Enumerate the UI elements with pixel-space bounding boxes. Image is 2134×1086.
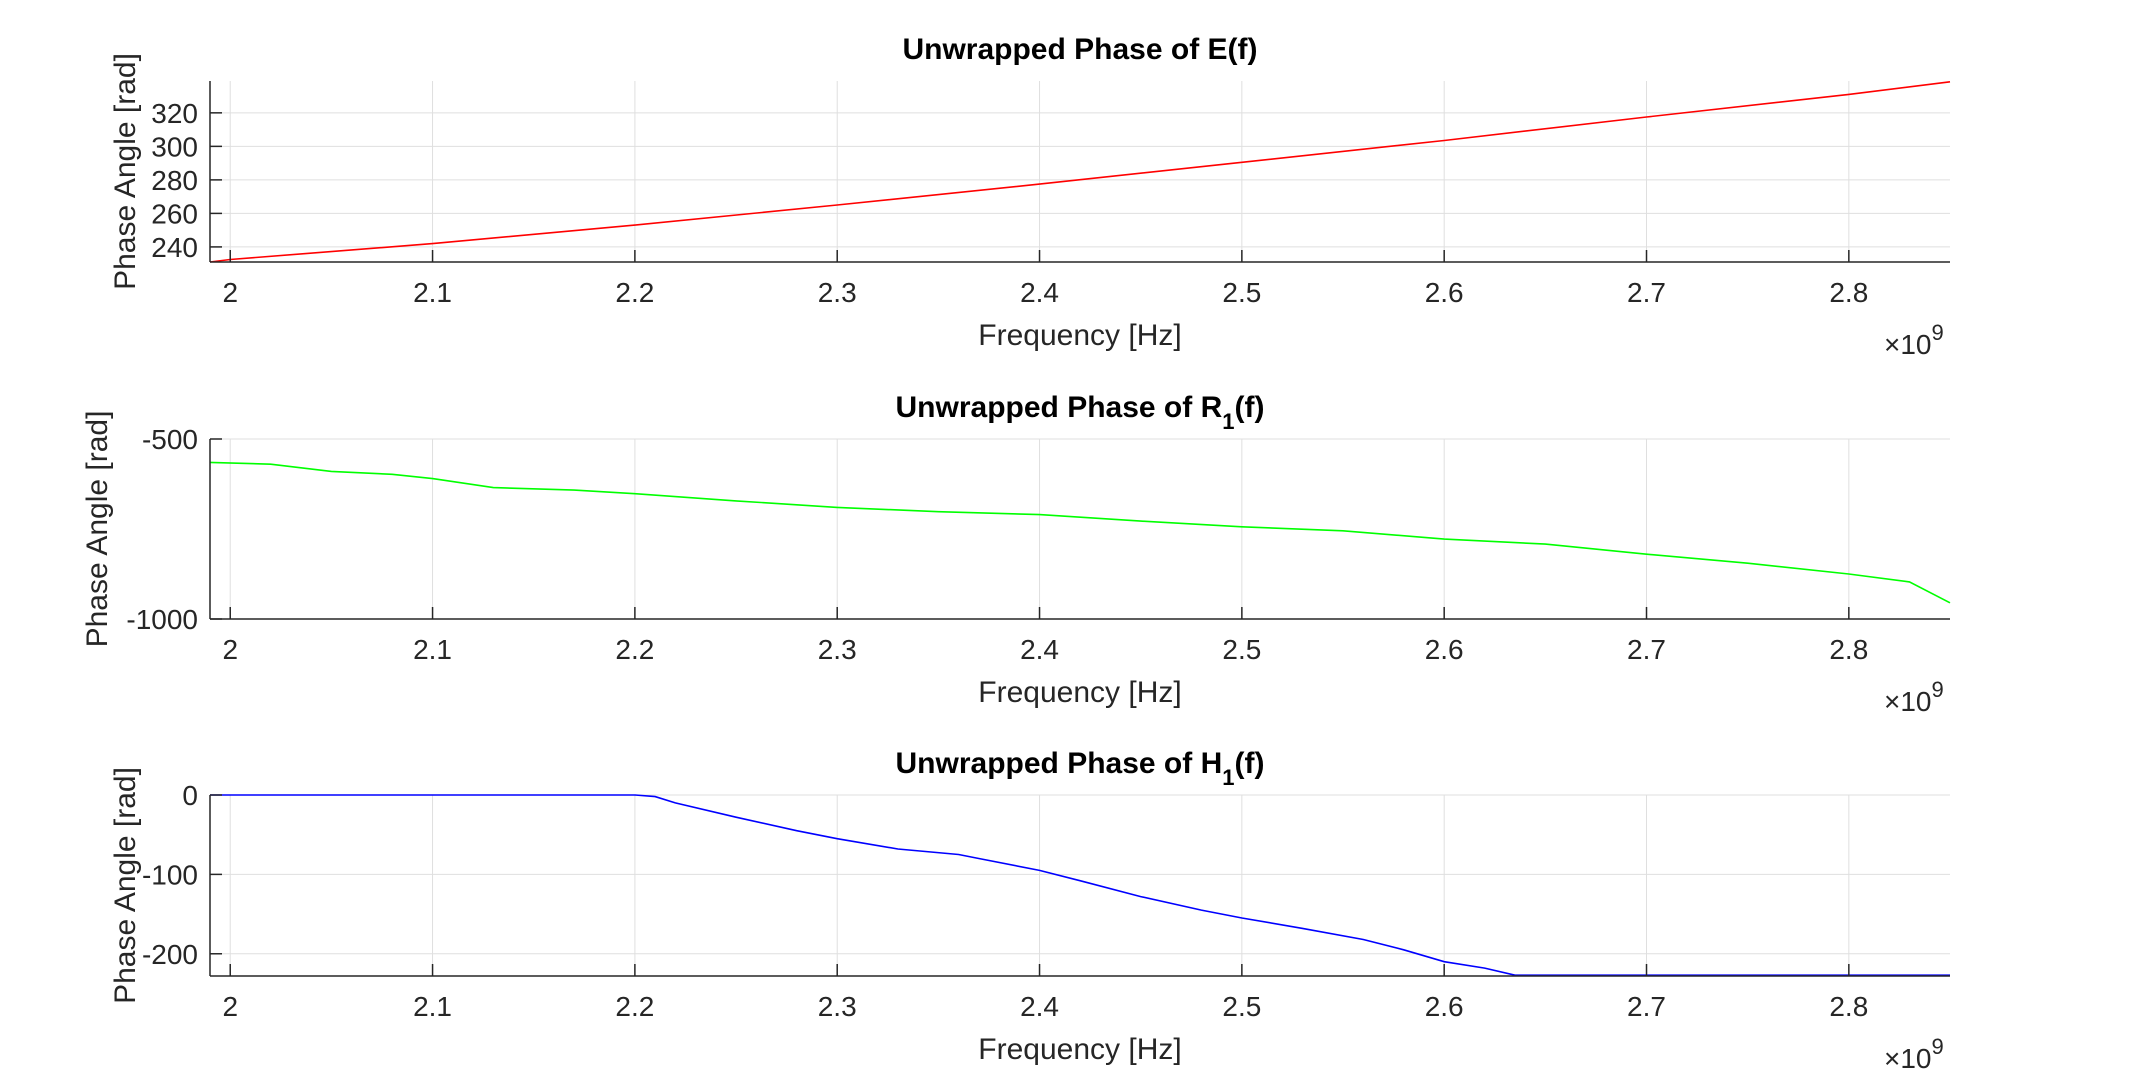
x-tick-label: 2.4 (1020, 634, 1059, 665)
series-line (209, 461, 1951, 604)
chart-title-tail: (f) (1228, 33, 1258, 66)
x-tick-label: 2.5 (1222, 277, 1261, 308)
x-tick-label: 2.1 (413, 634, 452, 665)
x-tick-label: 2.3 (818, 991, 857, 1022)
x-tick-label: 2.1 (413, 277, 452, 308)
chart-panel-2: 2 2.1 2.2 2.3 2.4 2.5 2.6 2.7 2.8 -1000 -500 Unwrap… (81, 391, 1951, 717)
x-tick-label: 2.6 (1425, 991, 1464, 1022)
y-tick-label: 260 (151, 198, 198, 229)
y-tick-label: -100 (142, 859, 198, 890)
x-tick-label: 2.4 (1020, 277, 1059, 308)
x-exponent-power: 9 (1932, 677, 1944, 702)
x-tick-label: 2.8 (1829, 991, 1868, 1022)
chart-title-tail: (f) (1234, 747, 1264, 780)
y-tick-label: 300 (151, 131, 198, 162)
x-exponent-base: ×10 (1884, 1043, 1932, 1074)
x-tick-label: 2 (222, 991, 238, 1022)
x-tick-label: 2.8 (1829, 277, 1868, 308)
y-axis-label: Phase Angle [rad] (81, 411, 114, 648)
y-tick-label: 240 (151, 232, 198, 263)
x-exponent-base: ×10 (1884, 686, 1932, 717)
x-exponent-label: ×109 (1884, 1034, 1944, 1074)
chart-title: Unwrapped Phase of R1(f) (896, 391, 1265, 434)
y-tick-label: -1000 (126, 604, 198, 635)
y-tick-label: 280 (151, 165, 198, 196)
x-tick-label: 2.3 (818, 634, 857, 665)
x-tick-label: 2.5 (1222, 634, 1261, 665)
chart-title-main: Unwrapped Phase of H (896, 747, 1223, 780)
chart-title: Unwrapped Phase of E(f) (902, 33, 1257, 66)
chart-panel-1: 2 2.1 2.2 2.3 2.4 2.5 2.6 2.7 2.8 240260280300320… (109, 33, 1951, 360)
chart-title-main: Unwrapped Phase of E (902, 33, 1227, 66)
chart-title-tail: (f) (1234, 391, 1264, 424)
x-exponent-label: ×109 (1884, 677, 1944, 717)
chart-panel-3: 2 2.1 2.2 2.3 2.4 2.5 2.6 2.7 2.8 -200 -100 0 Unwrap… (109, 747, 1950, 1074)
x-exponent-power: 9 (1932, 320, 1944, 345)
x-tick-label: 2.7 (1627, 991, 1666, 1022)
chart-title-main: Unwrapped Phase of R (896, 391, 1223, 424)
x-tick-label: 2.3 (818, 277, 857, 308)
chart-title-subscript: 1 (1222, 409, 1234, 434)
x-axis-label: Frequency [Hz] (978, 319, 1181, 352)
y-axis-label: Phase Angle [rad] (109, 53, 142, 290)
x-tick-label: 2.4 (1020, 991, 1059, 1022)
x-tick-label: 2.2 (615, 991, 654, 1022)
y-tick-label: 0 (182, 780, 198, 811)
y-tick-label: 320 (151, 98, 198, 129)
y-tick-label: -200 (142, 939, 198, 970)
y-axis-label: Phase Angle [rad] (109, 767, 142, 1004)
x-axis-label: Frequency [Hz] (978, 676, 1181, 709)
x-tick-label: 2.7 (1627, 634, 1666, 665)
x-tick-label: 2.2 (615, 277, 654, 308)
chart-title-subscript: 1 (1222, 765, 1234, 790)
x-exponent-label: ×109 (1884, 320, 1944, 360)
x-exponent-power: 9 (1932, 1034, 1944, 1059)
x-tick-label: 2 (222, 634, 238, 665)
x-axis-label: Frequency [Hz] (978, 1033, 1181, 1066)
x-tick-label: 2 (222, 277, 238, 308)
x-tick-label: 2.8 (1829, 634, 1868, 665)
series-line (209, 81, 1951, 263)
x-tick-label: 2.7 (1627, 277, 1666, 308)
x-tick-label: 2.5 (1222, 991, 1261, 1022)
y-tick-label: -500 (142, 424, 198, 455)
chart-title: Unwrapped Phase of H1(f) (896, 747, 1265, 790)
x-tick-label: 2.6 (1425, 277, 1464, 308)
x-tick-label: 2.1 (413, 991, 452, 1022)
series-line (210, 794, 1950, 977)
x-exponent-base: ×10 (1884, 329, 1932, 360)
x-tick-label: 2.6 (1425, 634, 1464, 665)
x-tick-label: 2.2 (615, 634, 654, 665)
